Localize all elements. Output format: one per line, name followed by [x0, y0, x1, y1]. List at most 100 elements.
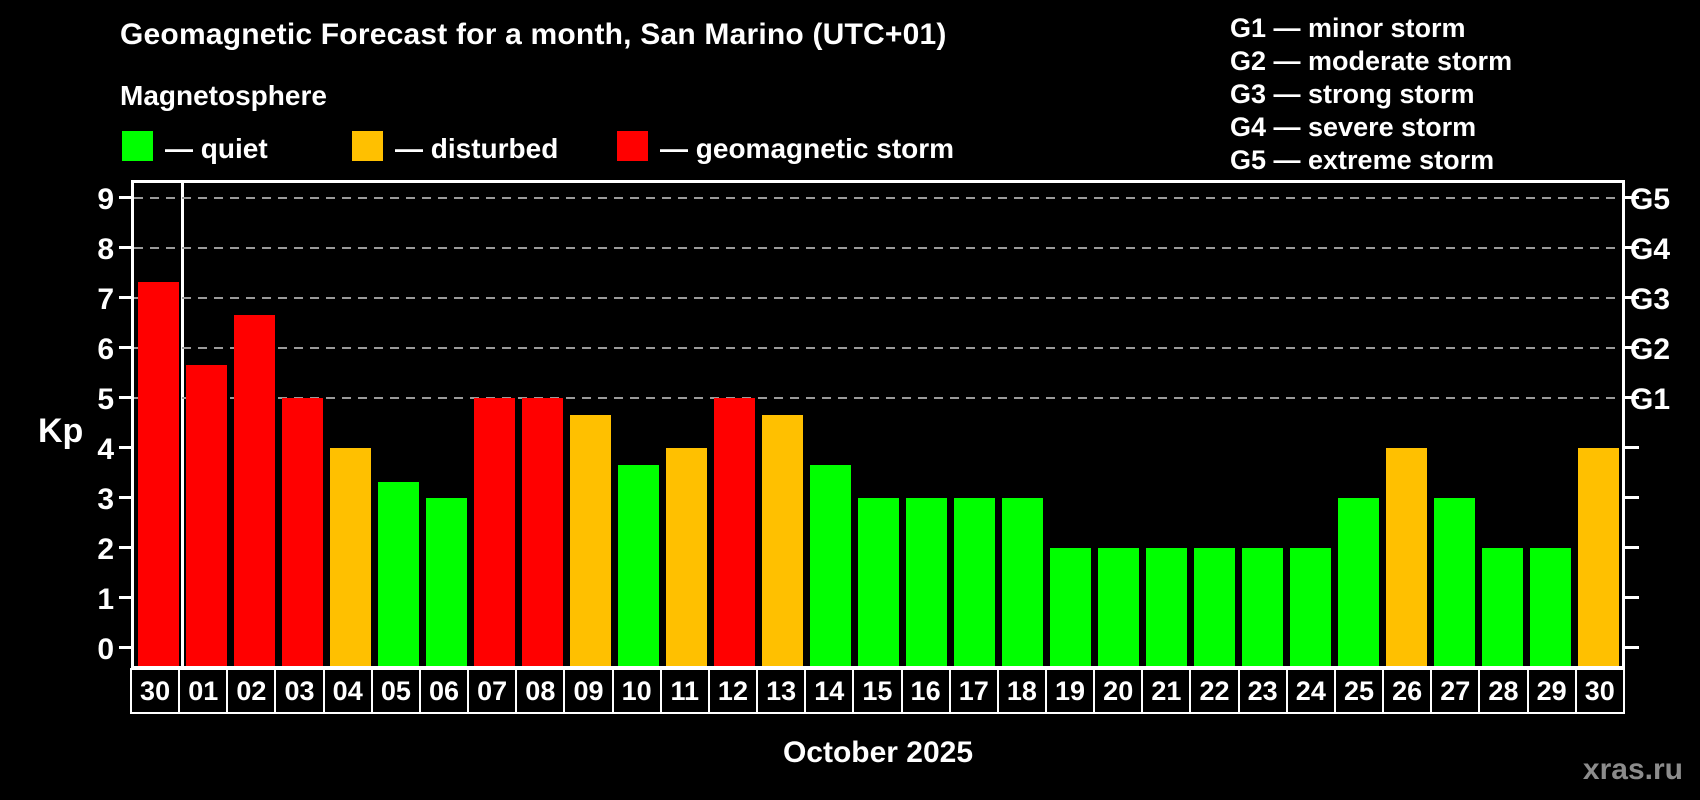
left-tick-kp-5: [119, 396, 131, 399]
gridline-kp-5: [134, 397, 1622, 399]
kp-bar-day-11: [665, 448, 707, 666]
x-axis-day-labels: 30 01 02 03 04 05 06 07 08 09 10 11 12 13 14 15 16 17 18 19…: [130, 668, 1625, 714]
day-label-27: 27: [1430, 668, 1481, 714]
kp-bar-day-20: [1097, 548, 1139, 666]
day-label-06: 06: [418, 668, 470, 714]
day-label-17: 17: [948, 668, 999, 714]
day-label-05: 05: [370, 668, 421, 714]
kp-bar-day-19: [1049, 548, 1091, 666]
kp-bar-day-14: [809, 464, 851, 666]
right-tick-kp-8: [1625, 246, 1639, 249]
disturbed-legend-label: — disturbed: [395, 133, 559, 164]
day-label-19: 19: [1044, 668, 1096, 714]
day-label-24: 24: [1285, 668, 1336, 714]
y-tick-label-4: 4: [97, 433, 114, 466]
left-tick-kp-4: [119, 446, 131, 449]
left-tick-kp-3: [119, 496, 131, 499]
left-tick-kp-1: [119, 596, 131, 599]
day-label-23: 23: [1237, 668, 1288, 714]
kp-bar-day-26: [1385, 448, 1427, 666]
right-axis-label-g4: G4: [1630, 233, 1671, 266]
kp-bar-day-17: [953, 498, 995, 666]
right-tick-kp-0: [1625, 646, 1639, 649]
kp-bar-day-27: [1433, 498, 1475, 666]
day-label-13: 13: [756, 668, 807, 714]
y-tick-label-0: 0: [97, 633, 114, 666]
y-tick-label-5: 5: [97, 383, 114, 416]
g3-legend-line: G3 — strong storm: [1230, 79, 1475, 109]
watermark: xras.ru: [1582, 753, 1683, 786]
g2-legend-line: G2 — moderate storm: [1230, 46, 1513, 76]
day-label-14: 14: [804, 668, 855, 714]
x-axis-month-label: October 2025: [782, 736, 974, 769]
day-label-21: 21: [1141, 668, 1192, 714]
g5-legend-line: G5 — extreme storm: [1230, 145, 1495, 175]
right-tick-kp-4: [1625, 446, 1639, 449]
day-label-11: 11: [659, 668, 710, 714]
g4-legend-line: G4 — severe storm: [1230, 112, 1477, 142]
kp-bar-day-30: [1577, 448, 1619, 666]
day-label-09: 09: [563, 668, 614, 714]
y-tick-label-3: 3: [97, 483, 114, 516]
chart-subtitle: Magnetosphere: [120, 80, 327, 111]
day-label-16: 16: [900, 668, 951, 714]
y-tick-label-1: 1: [97, 583, 114, 616]
day-label-29: 29: [1526, 668, 1577, 714]
kp-bar-day-04: [329, 448, 371, 666]
kp-bar-day-21: [1145, 548, 1187, 666]
right-tick-kp-3: [1625, 496, 1639, 499]
kp-bar-day-02: [233, 314, 275, 666]
right-axis-label-g1: G1: [1630, 383, 1671, 416]
y-tick-label-2: 2: [97, 533, 114, 566]
g-scale-legend: G1 — minor storm G2 — moderate storm G3 …: [1230, 12, 1512, 177]
disturbed-color-swatch: [352, 131, 383, 161]
day-label-08: 08: [515, 668, 566, 714]
kp-bar-day-01: [185, 364, 227, 666]
day-label-03: 03: [274, 668, 325, 714]
day-label-18: 18: [996, 668, 1047, 714]
month-separator-line: [181, 183, 184, 666]
day-label-10: 10: [611, 668, 662, 714]
kp-bar-day-29: [1529, 548, 1571, 666]
day-label-01: 01: [178, 668, 229, 714]
kp-bar-day-30-prev: [137, 281, 179, 666]
kp-bar-day-25: [1337, 498, 1379, 666]
day-label-04: 04: [322, 668, 373, 714]
day-label-22: 22: [1189, 668, 1240, 714]
chart-title: Geomagnetic Forecast for a month, San Ma…: [120, 18, 947, 51]
kp-bar-day-16: [905, 498, 947, 666]
storm-color-swatch: [617, 131, 648, 161]
kp-bar-day-08: [521, 398, 563, 666]
kp-bar-day-06: [425, 498, 467, 666]
day-label-30: 30: [1574, 668, 1625, 714]
g1-legend-line: G1 — minor storm: [1230, 13, 1466, 43]
day-label-15: 15: [852, 668, 903, 714]
left-tick-kp-6: [119, 346, 131, 349]
kp-bar-day-03: [281, 398, 323, 666]
left-tick-kp-8: [119, 246, 131, 249]
kp-bar-day-18: [1001, 498, 1043, 666]
kp-bar-day-23: [1241, 548, 1283, 666]
day-label-25: 25: [1333, 668, 1385, 714]
kp-bar-day-15: [857, 498, 899, 666]
right-tick-kp-5: [1625, 396, 1639, 399]
right-axis-label-g5: G5: [1630, 183, 1671, 216]
kp-bar-day-24: [1289, 548, 1331, 666]
kp-bar-day-12: [713, 398, 755, 666]
kp-bar-day-22: [1193, 548, 1235, 666]
day-label-28: 28: [1478, 668, 1529, 714]
left-tick-kp-2: [119, 546, 131, 549]
storm-legend-label: — geomagnetic storm: [660, 133, 955, 164]
quiet-legend-label: — quiet: [165, 133, 268, 164]
kp-bar-day-28: [1481, 548, 1523, 666]
kp-bar-day-09: [569, 414, 611, 666]
day-label-07: 07: [467, 668, 518, 714]
right-axis-label-g3: G3: [1630, 283, 1671, 316]
right-tick-kp-9: [1625, 196, 1639, 199]
y-tick-label-7: 7: [97, 283, 114, 316]
day-label-02: 02: [226, 668, 277, 714]
day-label-20: 20: [1093, 668, 1144, 714]
quiet-color-swatch: [122, 131, 153, 161]
gridline-kp-8: [134, 247, 1622, 249]
